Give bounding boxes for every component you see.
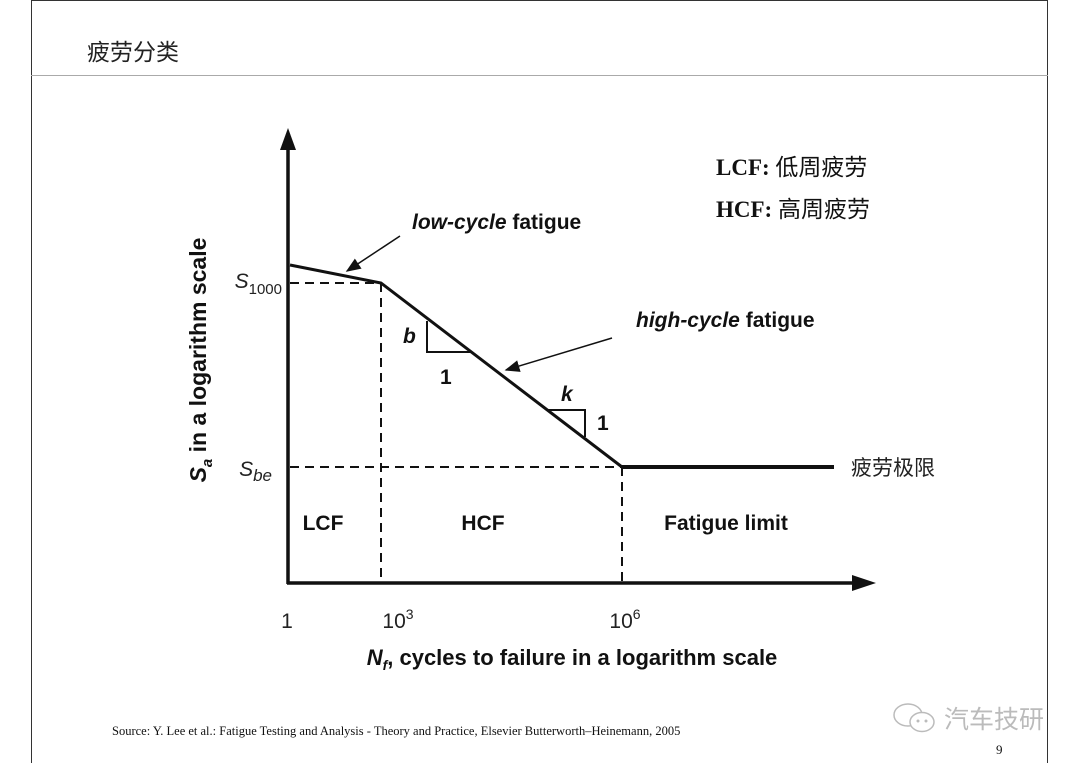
high-cycle-pointer-arrow (504, 337, 613, 372)
region-hcf: HCF (461, 512, 504, 535)
legend-lcf-abbr: LCF: (716, 155, 770, 180)
slide-frame (31, 0, 1048, 763)
slide-title: 疲劳分类 (87, 40, 179, 66)
region-fatigue-limit: Fatigue limit (664, 512, 788, 535)
watermark: 汽车技研 (892, 700, 1044, 736)
high-cycle-fatigue-label: high-cycle fatigue (636, 309, 815, 332)
source-citation: Source: Y. Lee et al.: Fatigue Testing a… (112, 724, 681, 738)
x-axis-label: Nf, cycles to failure in a logarithm sca… (367, 645, 778, 673)
slope-k-label: k (561, 383, 574, 406)
y-axis-arrow (280, 128, 296, 150)
title-divider (31, 75, 1048, 76)
low-cycle-fatigue-label: low-cycle fatigue (412, 211, 581, 234)
legend-hcf-abbr: HCF: (716, 197, 773, 222)
region-lcf: LCF (303, 512, 344, 535)
slope-b-label: b (403, 325, 416, 348)
x-tick-1e3: 103 (382, 606, 413, 633)
y-tick-s1000: S1000 (235, 270, 282, 298)
slope-b-triangle (426, 321, 472, 353)
wechat-icon (893, 703, 935, 733)
sn-curve (289, 263, 623, 469)
legend-hcf: HCF: 高周疲劳 (716, 190, 870, 224)
y-axis-label: Sa in a logarithm scale (185, 238, 216, 483)
page-number: 9 (996, 742, 1003, 757)
fatigue-limit-cn-label: 疲劳极限 (851, 456, 935, 480)
legend-hcf-text: 高周疲劳 (777, 197, 870, 222)
slope-k-rise-label: 1 (597, 412, 609, 435)
y-tick-sbe: Sbe (239, 458, 272, 485)
legend-lcf: LCF: 低周疲劳 (716, 148, 867, 182)
slope-k-triangle (548, 409, 586, 437)
low-cycle-pointer-arrow (345, 235, 401, 272)
watermark-text: 汽车技研 (944, 705, 1045, 734)
legend-lcf-text: 低周疲劳 (775, 155, 868, 180)
x-tick-1e6: 106 (609, 606, 640, 633)
x-tick-1: 1 (281, 610, 293, 633)
slope-b-run-label: 1 (440, 366, 452, 389)
x-axis-arrow (852, 575, 876, 591)
